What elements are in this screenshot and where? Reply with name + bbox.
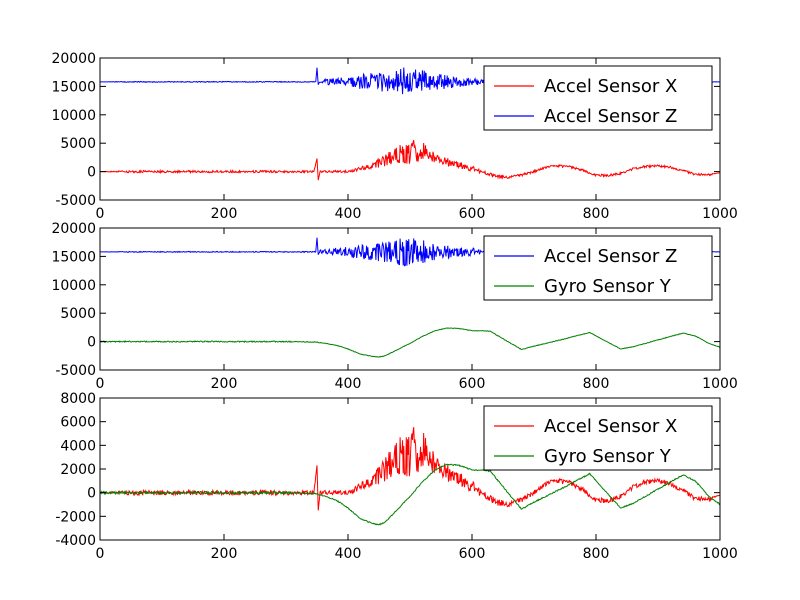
x-tick-label: 1000 [702,376,738,392]
chart-panel-3: 0 200 400 600 800 1000 -4000 -2000 0 2000 4000 6000… [55,391,738,562]
y-tick-label: 20000 [51,221,96,237]
legend-label: Accel Sensor X [544,416,677,437]
legend: Accel Sensor X Gyro Sensor Y [484,406,712,470]
x-tick-label: 800 [583,376,610,392]
y-tick-label: 0 [87,335,96,351]
legend-label: Accel Sensor X [544,76,677,97]
y-tick-label: -2000 [55,509,96,525]
series-line-gyro-sensor-y [100,328,720,357]
legend-label: Accel Sensor Z [544,106,677,127]
x-tick-label: 400 [335,546,362,562]
y-tick-label: -4000 [55,533,96,549]
x-tick-label: 200 [211,546,238,562]
y-tick-label: 15000 [51,249,96,265]
legend-label: Gyro Sensor Y [544,446,672,467]
x-tick-label: 200 [211,376,238,392]
y-tick-label: 10000 [51,108,96,124]
y-tick-label: 20000 [51,51,96,67]
legend: Accel Sensor X Accel Sensor Z [484,66,712,130]
series-line-accel-sensor-x [100,140,720,180]
x-tick-label: 400 [335,376,362,392]
y-tick-label: 6000 [60,415,96,431]
y-tick-label: 5000 [60,136,96,152]
y-tick-label: 8000 [60,391,96,407]
x-tick-label: 800 [583,206,610,222]
chart-panel-2: 0 200 400 600 800 1000-5000050001000015000200… [51,221,737,392]
y-tick-label: 2000 [60,462,96,478]
y-tick-label: 0 [87,486,96,502]
x-tick-label: 600 [459,376,486,392]
x-tick-label: 1000 [702,206,738,222]
x-tick-label: 0 [96,546,105,562]
y-tick-label: 0 [87,165,96,181]
x-tick-label: 600 [459,546,486,562]
x-tick-label: 200 [211,206,238,222]
x-tick-label: 600 [459,206,486,222]
x-tick-label: 800 [583,546,610,562]
legend-label: Gyro Sensor Y [544,276,672,297]
x-tick-label: 0 [96,206,105,222]
y-tick-label: 4000 [60,438,96,454]
x-tick-label: 1000 [702,546,738,562]
y-tick-label: 10000 [51,278,96,294]
x-tick-label: 0 [96,376,105,392]
y-tick-label: 15000 [51,79,96,95]
y-tick-label: -5000 [55,363,96,379]
legend: Accel Sensor Z Gyro Sensor Y [484,236,712,300]
chart-panel-1: 0 200 400 600 800 1000-5000050001000015000200… [51,51,737,222]
legend-label: Accel Sensor Z [544,246,677,267]
y-tick-label: 5000 [60,306,96,322]
x-tick-label: 400 [335,206,362,222]
y-tick-label: -5000 [55,193,96,209]
